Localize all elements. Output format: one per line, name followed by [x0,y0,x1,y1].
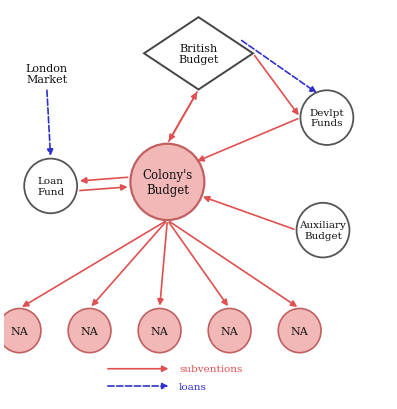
Text: British
Budget: British Budget [178,43,219,65]
Circle shape [24,159,77,214]
Text: NA: NA [81,326,98,336]
Circle shape [130,144,204,220]
Circle shape [138,309,181,353]
Circle shape [301,91,353,146]
Circle shape [278,309,321,353]
Text: Auxiliary
Budget: Auxiliary Budget [300,221,347,240]
Circle shape [0,309,41,353]
Text: NA: NA [11,326,29,336]
Text: NA: NA [291,326,308,336]
Text: NA: NA [151,326,168,336]
Text: Loan
Fund: Loan Fund [37,177,64,196]
Circle shape [297,203,349,258]
Circle shape [208,309,251,353]
Text: subventions: subventions [179,364,243,373]
Text: London
Market: London Market [26,63,68,85]
Text: Devlpt
Funds: Devlpt Funds [310,109,344,128]
Text: Colony's
Budget: Colony's Budget [142,169,193,196]
Text: loans: loans [179,382,207,391]
Circle shape [68,309,111,353]
Text: NA: NA [221,326,239,336]
Polygon shape [144,18,253,90]
